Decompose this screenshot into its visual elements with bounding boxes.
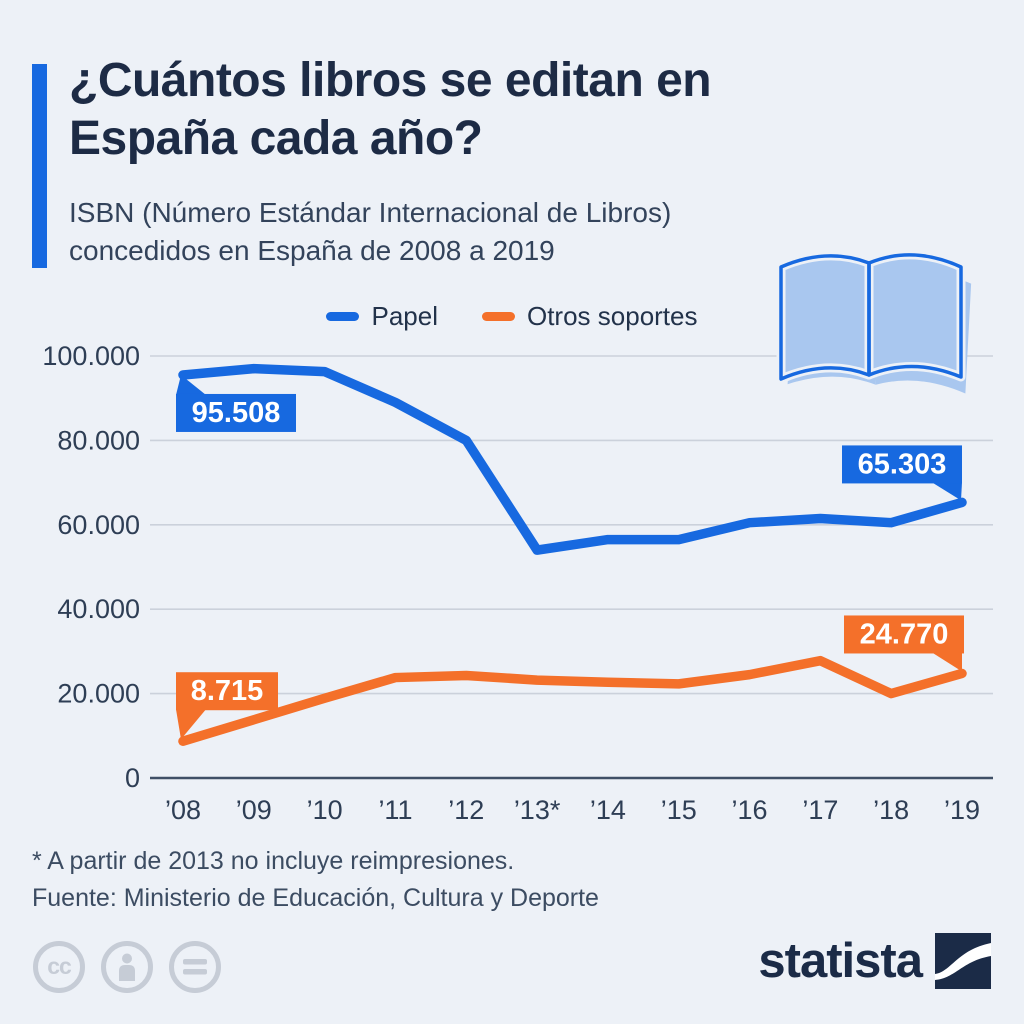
title-line-1: ¿Cuántos libros se editan en <box>69 54 712 107</box>
y-tick-label: 20.000 <box>57 679 140 709</box>
title-accent-bar <box>32 64 47 268</box>
y-tick-label: 80.000 <box>57 425 140 455</box>
title-line-2: España cada año? <box>69 112 483 165</box>
x-tick-label: ’14 <box>590 795 626 825</box>
series-line-papel <box>178 363 967 555</box>
cc-no-derivatives-equals-icon <box>169 941 221 993</box>
callout-box <box>176 393 296 432</box>
footnote-asterisk: * A partir de 2013 no incluye reimpresio… <box>32 847 515 875</box>
x-tick-label: ’10 <box>307 795 343 825</box>
callout-value-label: 95.508 <box>192 397 281 429</box>
callout-box <box>176 672 278 711</box>
y-tick-label: 0 <box>125 763 140 793</box>
legend-label-otros: Otros soportes <box>526 301 698 331</box>
x-tick-label: ’09 <box>236 795 272 825</box>
legend-swatch-otros <box>481 312 515 321</box>
creative-commons-icons: cc <box>33 941 221 993</box>
page-title: ¿Cuántos libros se editan en España cada… <box>69 52 712 168</box>
cc-attribution-person-icon <box>101 941 153 993</box>
x-tick-label: ’17 <box>802 795 838 825</box>
legend-item-otros: Otros soportes <box>481 301 698 332</box>
callout-value-label: 8.715 <box>191 675 264 707</box>
y-tick-label: 60.000 <box>57 510 140 540</box>
legend-item-papel: Papel <box>326 301 438 332</box>
statista-wordmark: statista <box>758 934 923 988</box>
callout-pointer <box>932 652 962 672</box>
x-tick-label: ’19 <box>944 795 980 825</box>
callout-pointer <box>176 374 206 395</box>
cc-license-icon: cc <box>33 941 85 993</box>
x-tick-label: ’12 <box>448 795 484 825</box>
cc-letters: cc <box>47 952 72 979</box>
chart-legend: Papel Otros soportes <box>0 301 1024 332</box>
callout-box <box>844 615 964 654</box>
y-tick-label: 40.000 <box>57 594 140 624</box>
x-tick-label: ’11 <box>378 795 412 825</box>
statista-branding: statista <box>758 933 991 989</box>
legend-swatch-papel <box>326 312 360 321</box>
chart-footnotes: * A partir de 2013 no incluye reimpresio… <box>32 843 599 917</box>
subtitle-line-2: concedidos en España de 2008 a 2019 <box>69 235 555 266</box>
x-tick-label: ’13* <box>514 795 561 825</box>
callout-pointer <box>932 482 962 501</box>
subtitle-line-1: ISBN (Número Estándar Internacional de L… <box>69 197 672 228</box>
x-tick-label: ’15 <box>661 795 697 825</box>
source-line: Fuente: Ministerio de Educación, Cultura… <box>32 884 599 912</box>
callout-value-label: 24.770 <box>860 618 949 650</box>
x-tick-label: ’16 <box>732 795 768 825</box>
open-book-icon <box>776 250 972 394</box>
statista-logo-icon <box>935 933 991 989</box>
chart-subtitle: ISBN (Número Estándar Internacional de L… <box>69 194 671 270</box>
x-tick-label: ’08 <box>165 795 201 825</box>
callout-value-label: 65.303 <box>858 448 947 480</box>
callout-pointer <box>176 709 206 740</box>
callout-box <box>842 445 962 484</box>
y-tick-label: 100.000 <box>42 341 140 371</box>
x-tick-label: ’18 <box>873 795 909 825</box>
legend-label-papel: Papel <box>371 301 438 331</box>
series-line-otros-soportes <box>178 655 967 746</box>
